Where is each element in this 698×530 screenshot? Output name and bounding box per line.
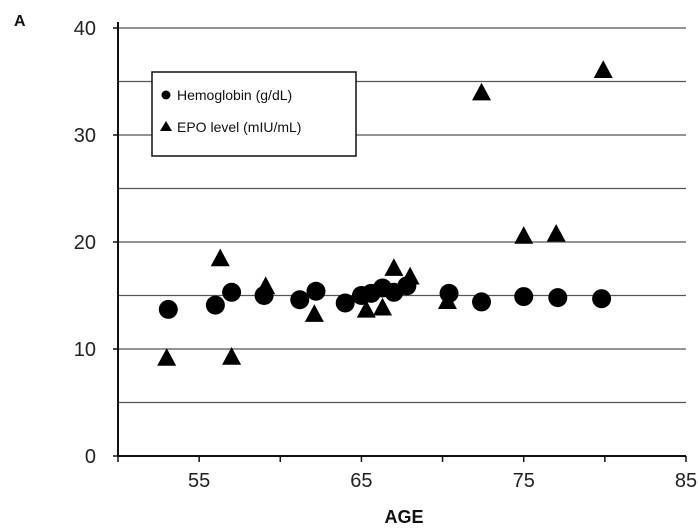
- hemoglobin-point: [222, 282, 242, 302]
- hemoglobin-point: [592, 289, 612, 309]
- legend-label: EPO level (mIU/mL): [177, 119, 301, 135]
- y-tick-label: 40: [74, 18, 96, 40]
- legend-circle-marker: [161, 90, 171, 100]
- y-tick-label: 0: [85, 446, 96, 468]
- legend-box: [151, 71, 357, 157]
- panel-label: A: [14, 13, 26, 30]
- epo-point: [400, 266, 420, 285]
- legend: Hemoglobin (g/dL) EPO level (mIU/mL): [151, 71, 357, 157]
- x-tick-label: 85: [675, 470, 697, 492]
- y-tick-label: 20: [74, 232, 96, 254]
- epo-point: [356, 299, 376, 318]
- x-tick-label: 55: [188, 470, 210, 492]
- hemoglobin-point: [514, 287, 534, 307]
- y-tick-label: 30: [74, 125, 96, 147]
- axis-layer: 0 10 20 30 40 55 65 75 85: [74, 18, 697, 492]
- hemoglobin-point: [306, 281, 326, 301]
- hemoglobin-point: [472, 292, 492, 312]
- x-axis-label: AGE: [384, 507, 423, 527]
- epo-point: [384, 258, 404, 276]
- hemoglobin-point: [290, 290, 310, 310]
- hemoglobin-point: [205, 295, 225, 315]
- epo-point: [472, 82, 492, 101]
- legend-triangle-marker: [160, 121, 172, 131]
- epo-point: [437, 291, 457, 310]
- epo-point: [373, 297, 393, 316]
- legend-label: Hemoglobin (g/dL): [177, 87, 292, 103]
- x-tick-label: 65: [350, 470, 372, 492]
- epo-point: [546, 223, 566, 242]
- hemoglobin-point: [335, 293, 355, 313]
- epo-point: [222, 347, 242, 365]
- epo-point: [593, 60, 613, 78]
- epo-point: [304, 304, 324, 322]
- x-tick-label: 75: [513, 470, 535, 492]
- points-layer: [157, 60, 613, 366]
- epo-point: [157, 348, 177, 366]
- hemoglobin-point: [548, 288, 568, 308]
- y-tick-label: 10: [74, 339, 96, 361]
- epo-point: [210, 248, 230, 267]
- epo-point: [514, 226, 534, 244]
- epo-point: [256, 276, 276, 295]
- hemoglobin-point: [158, 299, 178, 319]
